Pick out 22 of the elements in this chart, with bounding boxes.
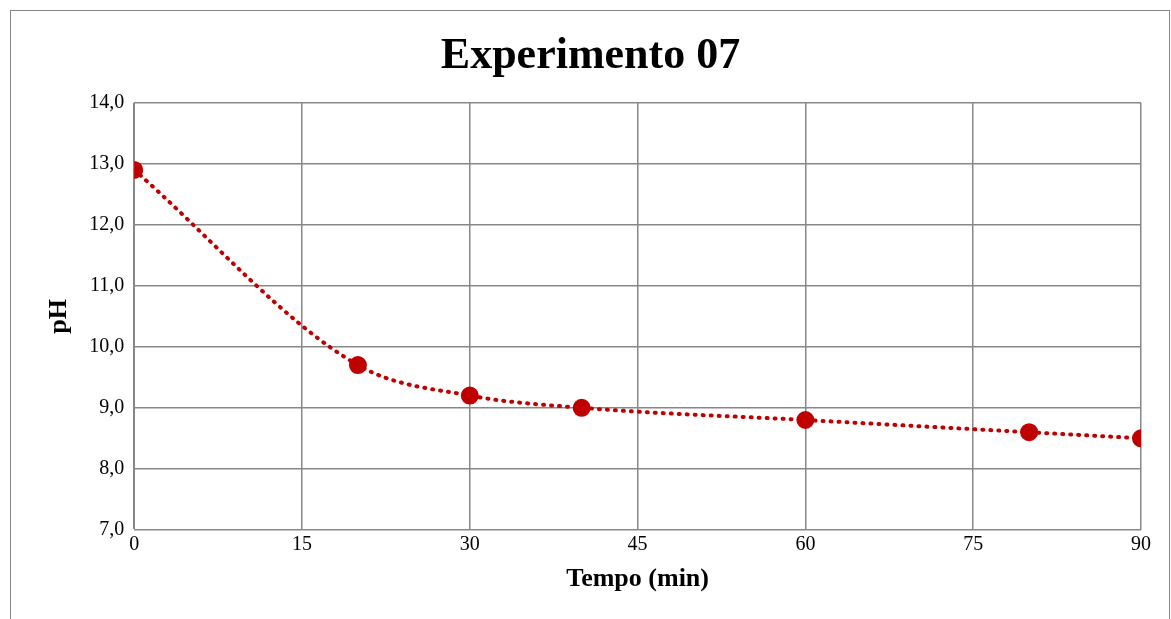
y-tick-label: 9,0 xyxy=(99,395,125,418)
point xyxy=(796,411,815,429)
y-axis-title: pH xyxy=(43,298,73,334)
point xyxy=(460,386,479,405)
y-tick-label: 13,0 xyxy=(89,151,125,174)
x-tick-label: 75 xyxy=(963,532,984,555)
y-tick-label: 10,0 xyxy=(89,334,125,357)
y-tick-label: 12,0 xyxy=(89,212,125,235)
x-tick-label: 60 xyxy=(795,532,816,555)
y-tick-label: 14,0 xyxy=(89,90,125,113)
y-tick-label: 7,0 xyxy=(99,517,125,540)
y-tick-label: 8,0 xyxy=(99,456,125,479)
x-tick-label: 45 xyxy=(627,532,648,555)
point xyxy=(572,398,591,417)
y-tick-label: 11,0 xyxy=(89,273,125,296)
x-tick-label: 30 xyxy=(459,532,480,555)
point xyxy=(348,356,367,375)
x-axis-title: Tempo (min) xyxy=(566,563,709,593)
x-tick-label: 90 xyxy=(1131,532,1151,555)
x-tick-label: 0 xyxy=(129,532,140,555)
x-tick-label: 15 xyxy=(292,532,312,555)
chart-title: Experimento 07 xyxy=(440,28,741,78)
